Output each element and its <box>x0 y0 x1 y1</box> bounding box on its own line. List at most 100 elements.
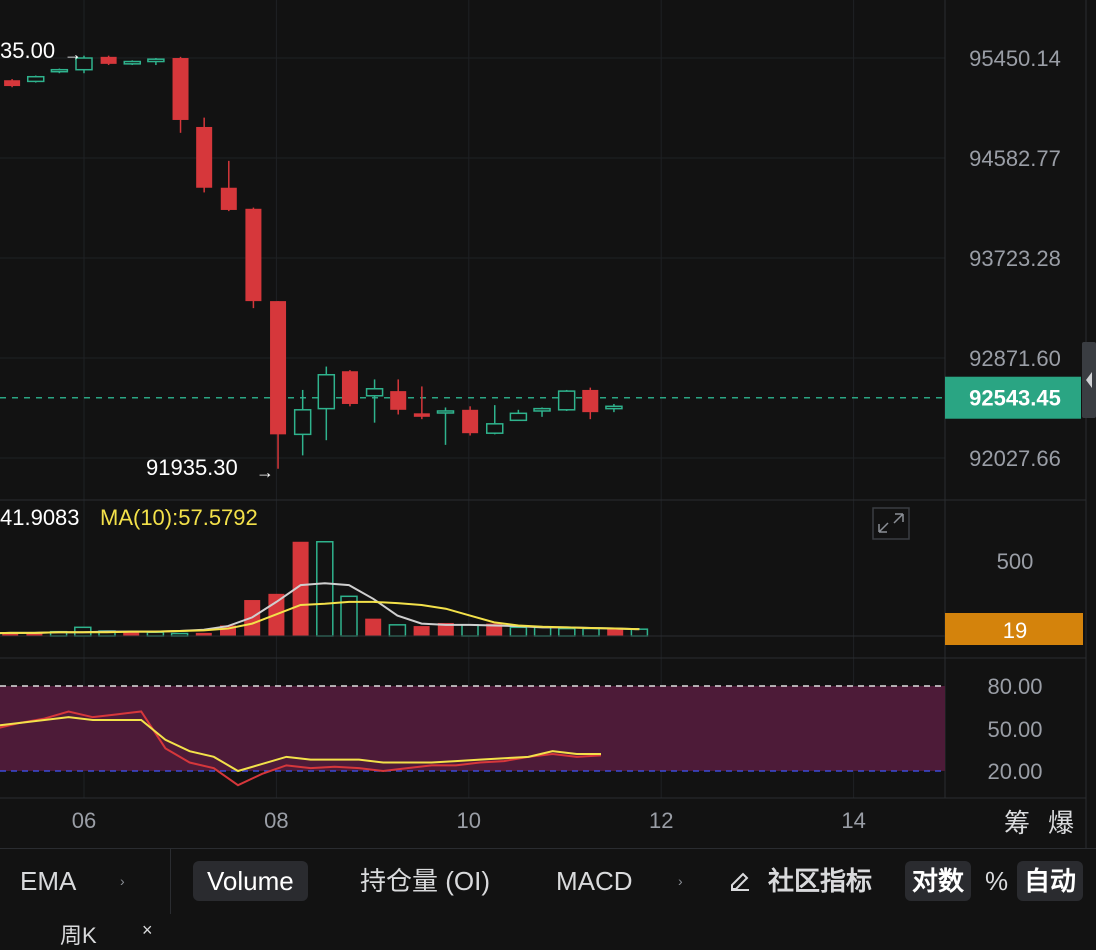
x-tick-label: 08 <box>264 808 288 833</box>
oscillator-panel: 80.00 50.00 20.00 <box>0 674 1043 787</box>
volume-bar-down <box>607 627 624 636</box>
volume-bar-down <box>2 632 19 636</box>
oscillator-tick-label: 20.00 <box>987 759 1042 784</box>
volume-panel: 41.9083 MA(10):57.5792 500 19 <box>0 505 1083 645</box>
toolbar-divider <box>170 849 171 915</box>
percent-scale-button[interactable]: % <box>985 866 1009 896</box>
oscillator-tick-label: 50.00 <box>987 717 1042 742</box>
candle-body-down <box>245 208 262 302</box>
bottom-tabs: 周K × <box>0 914 1096 948</box>
auto-scale-button[interactable]: 自动 <box>1017 861 1083 901</box>
candle-body-down <box>462 409 479 434</box>
volume-button[interactable]: Volume <box>193 861 308 901</box>
candle-body-up <box>533 407 551 412</box>
oscillator-band <box>0 686 945 771</box>
high-price-label: 35.00 <box>0 38 55 63</box>
candle-body-up <box>123 60 142 65</box>
candle-body-up <box>605 405 623 410</box>
candle-body-up <box>436 410 455 414</box>
volume-bar-up <box>461 624 479 637</box>
oi-button[interactable]: 持仓量 (OI) <box>360 866 490 896</box>
volume-bar-up <box>388 624 407 637</box>
candle-body-down <box>172 58 189 120</box>
price-tick-label: 92027.66 <box>969 446 1061 471</box>
candle-body-down <box>582 389 599 413</box>
volume-bar-up <box>558 627 576 637</box>
volume-bar-down <box>195 632 212 636</box>
x-tick-label: 10 <box>457 808 481 833</box>
low-price-label: 91935.30 <box>146 455 238 480</box>
low-arrow-icon: → <box>256 462 274 482</box>
macd-button[interactable]: MACD <box>556 866 633 896</box>
price-axis: 95450.14 94582.77 93723.28 92871.60 92027.66… <box>0 46 1096 471</box>
candle-body-down <box>413 413 430 417</box>
candle-body-up <box>50 68 69 73</box>
candle-body-up <box>26 75 45 83</box>
oscillator-red-line <box>0 710 602 787</box>
candle-body-up <box>317 373 336 410</box>
candle-body-up <box>75 57 93 71</box>
candle-body-up <box>557 390 576 411</box>
candle-body-up <box>509 412 528 422</box>
ema-more-icon[interactable]: › <box>120 873 125 889</box>
price-tick-label: 92871.60 <box>969 346 1061 371</box>
weekly-tab[interactable]: 周K <box>60 923 97 948</box>
expand-icon <box>872 507 910 540</box>
log-scale-button[interactable]: 对数 <box>905 861 971 901</box>
x-tick-label: 14 <box>841 808 865 833</box>
volume-bar-up <box>146 631 165 637</box>
volume-ma5-label: 41.9083 <box>0 505 80 530</box>
x-tick-label: 06 <box>72 808 96 833</box>
volume-bar-down <box>365 618 382 636</box>
volume-bar-up <box>630 628 649 637</box>
candle-body-down <box>270 301 287 435</box>
current-price-label: 92543.45 <box>969 386 1061 411</box>
volume-bar-up <box>316 541 334 637</box>
volume-bar-down <box>26 632 43 636</box>
candle-body-down <box>390 391 407 410</box>
candle-body-down <box>196 126 213 188</box>
price-tick-label: 95450.14 <box>969 46 1061 71</box>
volume-bar-down <box>413 626 430 636</box>
macd-more-icon[interactable]: › <box>678 873 683 889</box>
candlestick-series <box>4 55 623 469</box>
candle-body-up <box>293 409 312 436</box>
volume-bar-down <box>292 541 309 636</box>
close-icon[interactable]: × <box>142 920 153 940</box>
annotations: 35.00 → 91935.30 → <box>0 38 274 482</box>
edit-icon[interactable] <box>728 869 752 893</box>
liquidation-button: 爆 <box>1048 808 1074 838</box>
volume-bar-up <box>582 627 600 637</box>
indicator-toolbar: EMA › Volume 持仓量 (OI) MACD › 社区指标 对数 % 自… <box>0 848 1096 915</box>
volume-ma10-label: MA(10):57.5792 <box>100 505 258 530</box>
candle-body-up <box>365 388 384 397</box>
x-tick-label: 12 <box>649 808 673 833</box>
price-tick-label: 94582.77 <box>969 146 1061 171</box>
oscillator-yellow-line <box>0 716 601 773</box>
price-tick-label: 93723.28 <box>969 246 1061 271</box>
volume-axis-tick: 500 <box>997 549 1034 574</box>
expand-arrows-icon <box>878 513 904 533</box>
volume-bar-down <box>486 623 503 636</box>
volume-bar-down <box>437 622 454 636</box>
volume-bar-down <box>123 632 140 636</box>
volume-ma-yellow-line <box>0 600 640 635</box>
collapse-arrow-icon <box>1086 372 1092 388</box>
candle-body-up <box>147 58 165 63</box>
x-axis: 06 08 10 12 14 筹爆 <box>72 808 1074 838</box>
volume-bar-up <box>509 626 528 637</box>
ema-button[interactable]: EMA <box>20 866 77 896</box>
chart-canvas[interactable]: 95450.14 94582.77 93723.28 92871.60 92027.66… <box>0 0 1096 848</box>
oscillator-tick-label: 80.00 <box>987 674 1042 699</box>
volume-bar-up <box>533 626 552 637</box>
candle-body-down <box>341 371 358 404</box>
candle-body-down <box>4 80 21 87</box>
candle-body-down <box>100 56 117 64</box>
current-price-tag <box>945 376 1081 419</box>
high-arrow-icon: → <box>64 44 82 64</box>
chip-button: 筹 <box>1004 808 1030 838</box>
community-indicators-button[interactable]: 社区指标 <box>768 866 873 896</box>
candle-body-up <box>485 423 504 434</box>
volume-current-label: 19 <box>1003 618 1027 643</box>
volume-current-tag <box>945 613 1083 645</box>
